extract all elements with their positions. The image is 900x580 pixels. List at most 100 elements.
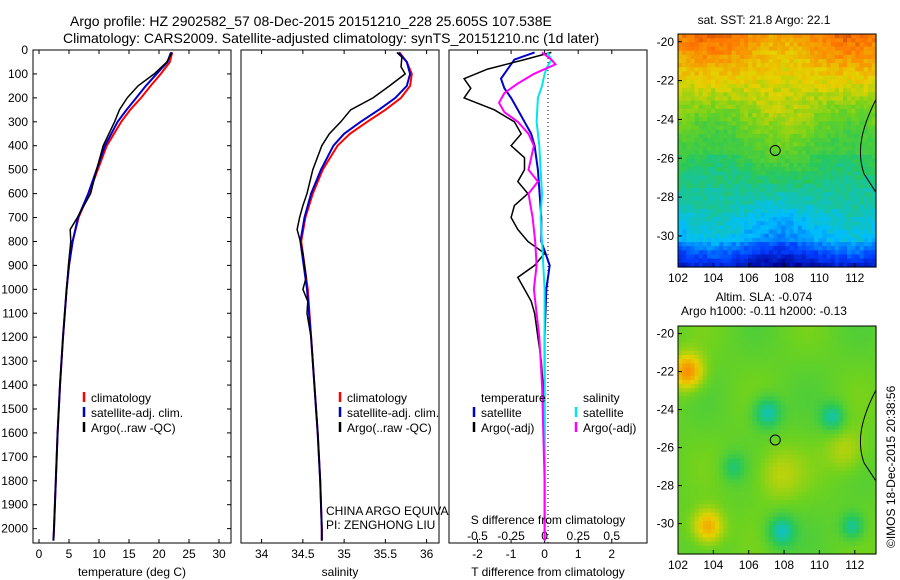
map-cell [822,330,828,335]
map-cell [797,125,803,131]
map-cell [719,342,724,348]
map-cell [760,342,766,348]
map-cell [781,417,786,422]
map-cell [818,246,823,251]
map-cell [719,450,724,456]
map-cell [789,425,795,431]
map-cell [838,125,844,131]
map-cell [760,326,766,331]
map-cell [810,334,815,340]
map-cell [760,138,766,143]
map-cell [859,92,865,98]
map-cell [810,79,815,85]
map-cell [727,242,733,247]
map-cell [797,192,803,197]
map-cell [760,38,766,43]
map-cell [863,54,869,60]
map-cell [810,396,815,402]
map-cell [731,413,737,418]
map-cell [789,330,795,335]
map-cell [706,421,712,427]
map-cell [818,350,823,356]
map-cell [805,150,811,156]
map-cell [744,121,749,127]
map-cell [682,483,687,489]
map-cell [731,346,737,352]
map-cell [785,79,790,85]
map-cell [686,167,691,172]
map-cell [810,154,815,160]
map-cell [805,108,811,114]
map-cell [830,221,836,226]
map-cell [694,208,700,214]
map-cell [834,466,840,472]
map-cell [789,71,795,77]
map-cell [838,346,844,352]
map-cell [843,330,848,335]
map-cell [686,129,691,135]
map-cell [694,330,700,335]
map-cell [867,200,873,206]
map-cell [801,450,807,456]
map-cell [744,71,749,77]
map-cell [777,46,782,52]
map-cell [760,375,766,381]
map-cell [744,462,749,468]
map-cell [694,58,700,64]
map-cell [744,75,749,81]
map-cell [752,100,757,106]
map-cell [818,330,823,335]
map-cell [826,355,832,360]
map-cell [843,142,848,147]
map-cell [805,396,811,402]
map-cell [752,446,757,451]
map-cell [748,113,753,118]
map-cell [727,221,733,226]
map-cell [711,212,716,218]
map-cell [871,125,877,131]
map-cell [855,413,861,418]
map-cell [834,246,840,251]
map-cell [760,388,766,393]
map-cell [847,462,852,468]
map-cell [822,429,828,435]
map-cell [871,104,877,110]
map-cell [711,142,716,147]
map-cell [805,408,811,414]
map-cell [818,150,823,156]
map-cell [789,129,795,135]
map-cell [678,71,683,77]
map-cell [810,433,815,439]
x-tick-label: 20 [152,547,166,561]
map-cell [723,121,729,127]
map-cell [867,113,873,118]
map-cell [711,338,716,344]
map-cell [768,404,774,410]
map-cell [805,179,811,185]
map-cell [698,442,704,447]
map-cell [805,421,811,427]
map-cell [719,208,724,214]
map-cell [789,79,795,85]
map-cell [723,495,729,501]
map-cell [735,183,741,189]
map-cell [789,113,795,118]
map-cell [863,217,869,222]
map-cell [781,46,786,52]
map-cell [851,34,856,39]
map-cell [690,400,696,406]
map-cell [818,483,823,489]
map-cell [818,71,823,77]
map-cell [760,46,766,52]
map-cell [678,367,683,373]
map-cell [756,117,762,122]
map-cell [711,175,716,181]
map-cell [752,359,757,364]
map-cell [694,454,700,460]
map-cell [719,162,724,168]
map-cell [760,67,766,73]
map-cell [805,425,811,431]
map-cell [867,208,873,214]
map-cell [805,350,811,356]
map-cell [810,421,815,427]
